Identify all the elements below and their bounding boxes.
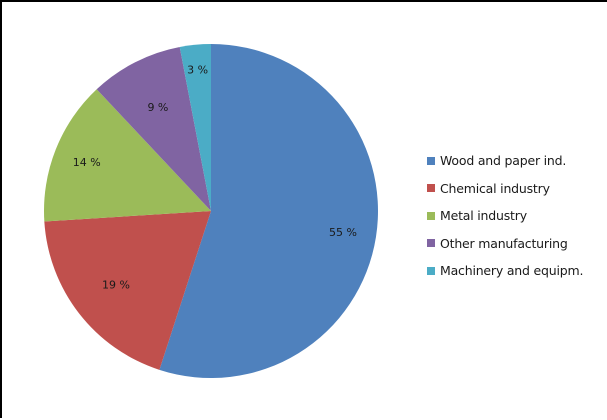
legend-label: Metal industry — [440, 208, 527, 224]
pie-slices — [44, 44, 378, 378]
legend-label: Machinery and equipm. — [440, 263, 584, 279]
pie-slice-metal-industry — [44, 89, 211, 222]
slice-value-label: 55 % — [329, 226, 357, 239]
legend-swatch-icon — [427, 239, 435, 248]
legend-item-chemical: Chemical industry — [427, 175, 583, 203]
legend-swatch-icon — [427, 211, 435, 220]
legend-swatch-icon — [427, 266, 435, 275]
slice-value-label: 14 % — [73, 156, 101, 169]
legend-swatch-icon — [427, 156, 435, 165]
slice-value-label: 19 % — [102, 279, 130, 292]
pie-labels: 55 % 19 % 14 % 9 % 3 % — [73, 64, 357, 292]
chart-legend: Wood and paper ind. Chemical industry Me… — [427, 147, 583, 285]
legend-label: Chemical industry — [440, 180, 550, 196]
pie-slice-wood-and-paper-ind — [159, 44, 378, 378]
legend-item-wood-paper: Wood and paper ind. — [427, 147, 583, 175]
slice-value-label: 9 % — [147, 101, 168, 114]
pie-slice-chemical-industry — [44, 211, 212, 370]
legend-item-metal: Metal industry — [427, 202, 583, 230]
legend-swatch-icon — [427, 184, 435, 193]
slice-value-label: 3 % — [187, 64, 208, 77]
pie-slice-other-manufacturing — [96, 46, 211, 211]
pie-slice-machinery-and-equipm — [179, 44, 211, 211]
legend-label: Other manufacturing — [440, 235, 568, 251]
legend-label: Wood and paper ind. — [440, 153, 567, 169]
legend-item-other-manufacturing: Other manufacturing — [427, 230, 583, 258]
legend-item-machinery: Machinery and equipm. — [427, 257, 583, 285]
